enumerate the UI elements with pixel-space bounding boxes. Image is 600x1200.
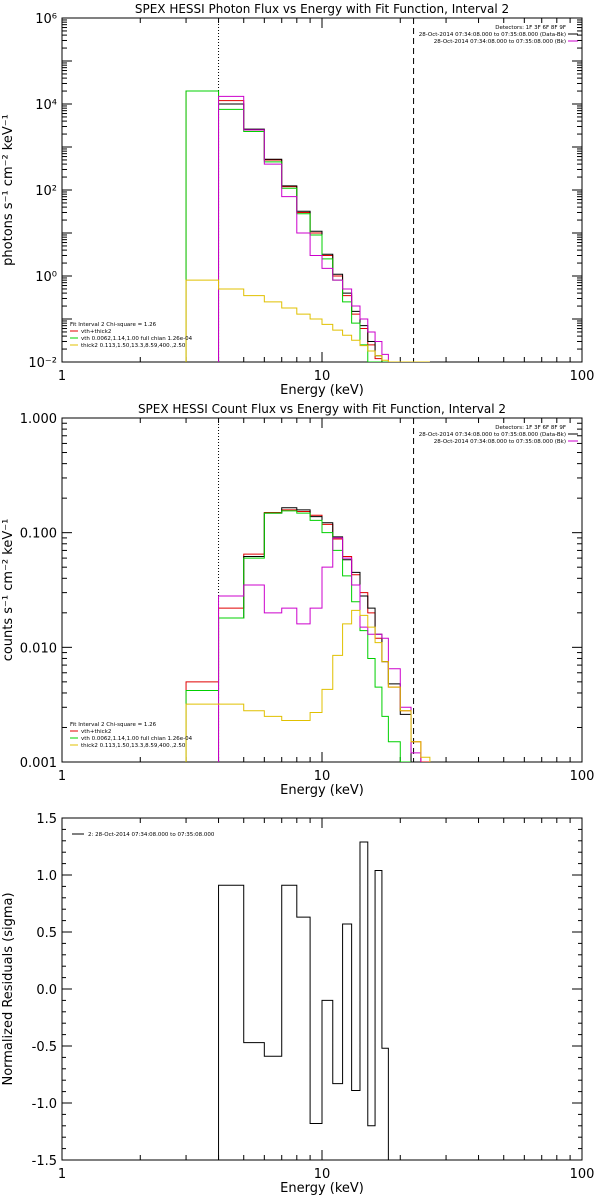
photon-legend-left-entry: vth+thick2 xyxy=(81,329,111,335)
count-y-axis-label: counts s⁻¹ cm⁻² keV⁻¹ xyxy=(1,519,16,662)
resid-legend-top-entry: 2: 28-Oct-2014 07:34:08.000 to 07:35:08.… xyxy=(88,832,215,838)
photon-y-ticks xyxy=(62,19,582,363)
count-y-ticks xyxy=(62,422,582,763)
resid-x-axis-label: Energy (keV) xyxy=(280,1181,364,1196)
photon-chart: 1 10 100 10⁻² 10⁰ 10² 10⁴ 10⁶ SPEX HESSI Photon … xyxy=(1,2,594,398)
photon-series-thick2 xyxy=(185,279,430,362)
resid-x-tick-label: 1 xyxy=(58,1167,66,1182)
count-legend-left-entry: vth 0.0062,1.14,1.00 full chian 1.26e-04 xyxy=(81,736,193,742)
resid-legend-top: 2: 28-Oct-2014 07:34:08.000 to 07:35:08.… xyxy=(72,832,215,838)
resid-y-tick-label: 0.0 xyxy=(36,983,57,998)
resid-chart: 1 10 100 -1.5 -1.0 -0.5 0.0 0.5 1.0 1.5 Energy (ke… xyxy=(1,812,594,1196)
count-legend-left-entry: thick2 0.113,1.50,13.3,8.59,400.,2.50 xyxy=(81,743,186,749)
count-legend-right-entry: 28-Oct-2014 07:34:08.000 to 07:35:08.000… xyxy=(419,432,566,438)
photon-y-tick-label: 10⁰ xyxy=(35,270,57,285)
resid-x-tick-label: 10 xyxy=(314,1167,331,1182)
resid-y-tick-label: 0.5 xyxy=(36,926,57,941)
count-legend-right-entry: Detectors: 1F 3F 6F 8F 9F xyxy=(495,425,566,431)
photon-x-tick-label: 100 xyxy=(570,369,595,384)
count-x-tick-label: 10 xyxy=(314,769,331,784)
photon-legend-left-title: Fit Interval 2 Chi-square = 1.26 xyxy=(70,322,157,328)
resid-y-axis-label: Normalized Residuals (sigma) xyxy=(1,892,16,1085)
resid-y-ticks xyxy=(62,817,582,1161)
count-x-tick-label: 1 xyxy=(58,769,66,784)
photon-x-tick-label: 1 xyxy=(58,369,66,384)
photon-x-tick-label: 10 xyxy=(314,369,331,384)
photon-y-tick-label: 10⁴ xyxy=(35,98,57,113)
count-series-vth xyxy=(185,510,412,762)
count-legend-right-entry: 28-Oct-2014 07:34:08.000 to 07:35:08.000… xyxy=(434,439,566,445)
count-legend-left-entry: vth+thick2 xyxy=(81,729,111,735)
photon-y-axis-label: photons s⁻¹ cm⁻² keV⁻¹ xyxy=(1,114,16,266)
photon-legend-right-entry: 28-Oct-2014 07:34:08.000 to 07:35:08.000… xyxy=(419,32,566,38)
count-chart: 1 10 100 0.001 0.010 0.100 1.000 SPEX HESSI Cou… xyxy=(1,402,594,798)
photon-legend-right-entry: 28-Oct-2014 07:34:08.000 to 07:35:08.000… xyxy=(434,39,566,45)
photon-legend-right-entry: Detectors: 1F 3F 6F 8F 9F xyxy=(495,25,566,31)
resid-y-tick-label: -0.5 xyxy=(32,1040,57,1055)
count-x-ticks xyxy=(61,418,571,762)
count-legend-left: Fit Interval 2 Chi-square = 1.26vth+thic… xyxy=(70,722,193,749)
count-series-vth-thick2 xyxy=(185,509,430,762)
resid-y-tick-label: 1.5 xyxy=(36,812,57,827)
photon-series-bk xyxy=(218,95,421,362)
count-x-axis-label: Energy (keV) xyxy=(280,783,364,798)
photon-x-ticks xyxy=(61,18,571,362)
count-y-tick-label: 0.001 xyxy=(20,756,57,771)
count-series-thick2 xyxy=(185,609,431,762)
count-legend-left-title: Fit Interval 2 Chi-square = 1.26 xyxy=(70,722,157,728)
resid-y-tick-label: -1.5 xyxy=(32,1154,57,1169)
photon-y-tick-label: 10⁻² xyxy=(28,356,57,371)
resid-y-tick-label: -1.0 xyxy=(32,1097,57,1112)
photon-legend-left-entry: vth 0.0062,1.14,1.00 full chian 1.26e-04 xyxy=(81,336,193,342)
count-series-bk xyxy=(218,537,422,762)
photon-y-tick-label: 10⁶ xyxy=(35,12,57,27)
photon-axes-frame xyxy=(61,17,583,363)
count-title: SPEX HESSI Count Flux vs Energy with Fit… xyxy=(138,402,506,416)
count-x-tick-label: 100 xyxy=(570,769,595,784)
resid-x-tick-label: 100 xyxy=(570,1167,595,1182)
photon-y-tick-label: 10² xyxy=(35,184,57,199)
count-y-tick-label: 0.100 xyxy=(20,527,57,542)
resid-y-tick-label: 1.0 xyxy=(36,869,57,884)
photon-legend-left-entry: thick2 0.113,1.50,13.3,8.59,400.,2.50 xyxy=(81,343,186,349)
count-y-tick-label: 1.000 xyxy=(20,412,57,427)
photon-title: SPEX HESSI Photon Flux vs Energy with Fi… xyxy=(135,2,509,16)
resid-series-residuals xyxy=(218,841,389,1160)
photon-legend-left: Fit Interval 2 Chi-square = 1.26vth+thic… xyxy=(70,322,193,349)
photon-series-vth-thick2 xyxy=(185,90,430,362)
count-y-tick-label: 0.010 xyxy=(20,641,57,656)
photon-x-axis-label: Energy (keV) xyxy=(280,383,364,398)
resid-x-ticks xyxy=(61,818,571,1160)
